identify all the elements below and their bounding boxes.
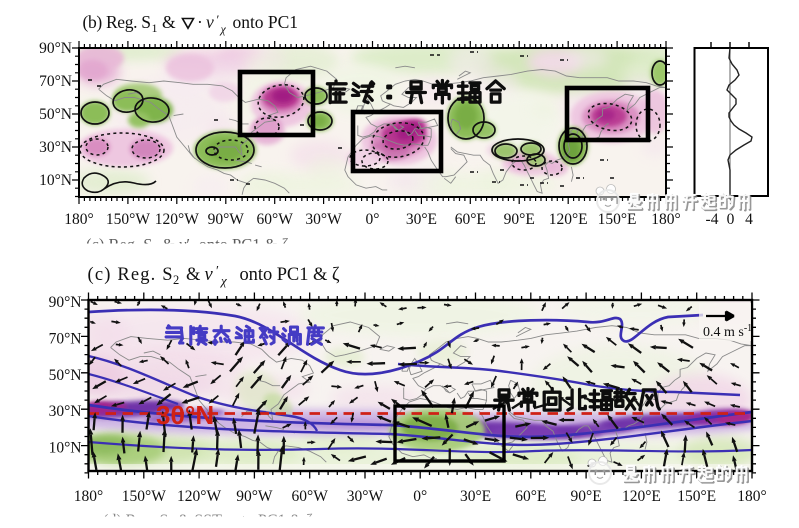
svg-text:90°N: 90°N [49,294,82,311]
svg-text:10°N: 10°N [39,172,72,189]
svg-text:onto PC1 & ζ: onto PC1 & ζ [240,265,340,285]
svg-text:120°W: 120°W [155,211,199,228]
svg-text:10°N: 10°N [49,440,82,457]
svg-text:0: 0 [727,211,735,228]
svg-text:v: v [205,265,214,285]
svg-text:120°E: 120°E [549,211,588,228]
svg-text:(d) Reg. S2 & SST onto PC1 & ζ: (d) Reg. S2 & SST onto PC1 & ζ [103,512,313,528]
svg-text:50°N: 50°N [39,106,72,123]
svg-text:150°E: 150°E [598,211,637,228]
svg-text:4: 4 [745,211,753,228]
svg-text:30°N: 30°N [39,139,72,156]
svg-text:180°: 180° [737,488,766,505]
svg-text:90°W: 90°W [208,211,245,228]
svg-text:30°E: 30°E [460,488,491,505]
svg-text:180°: 180° [64,211,93,228]
svg-text:0°: 0° [413,488,427,505]
svg-text:30°W: 30°W [305,211,342,228]
svg-text:onto PC1: onto PC1 [233,12,299,32]
svg-text:150°W: 150°W [122,488,166,505]
svg-text:1: 1 [152,21,158,35]
svg-text:&: & [186,265,201,285]
svg-text:60°E: 60°E [515,488,546,505]
svg-text:30°E: 30°E [406,211,437,228]
svg-text:70°N: 70°N [39,73,72,90]
svg-text:30°W: 30°W [347,488,384,505]
svg-text:50°N: 50°N [49,367,82,384]
svg-text:120°E: 120°E [622,488,661,505]
svg-text:180°: 180° [74,488,103,505]
svg-text:120°W: 120°W [177,488,221,505]
svg-text:90°E: 90°E [504,211,535,228]
svg-text:30°N: 30°N [49,403,82,420]
svg-text:180°: 180° [651,211,680,228]
svg-text:90°N: 90°N [39,40,72,57]
svg-text:150°W: 150°W [106,211,150,228]
svg-text:90°W: 90°W [236,488,273,505]
svg-text:2: 2 [173,273,179,287]
svg-text:′: ′ [216,263,219,278]
svg-text:0.4 m s-1: 0.4 m s-1 [703,323,752,340]
svg-text:60°W: 60°W [292,488,329,505]
svg-text:(c) Reg. S2 & v′χ onto PC1 & ζ: (c) Reg. S2 & v′χ onto PC1 & ζ [86,235,289,256]
svg-text:60°W: 60°W [257,211,294,228]
svg-text:90°E: 90°E [571,488,602,505]
svg-text:·: · [197,12,203,32]
svg-text:60°E: 60°E [455,211,486,228]
svg-text:70°N: 70°N [49,330,82,347]
svg-text:&: & [162,12,176,32]
svg-text:(c) Reg. S: (c) Reg. S [88,265,173,285]
svg-text:150°E: 150°E [677,488,716,505]
svg-text:v: v [206,12,214,32]
svg-text:-4: -4 [706,211,719,228]
svg-text:30°N: 30°N [156,400,214,430]
svg-text:χ: χ [219,273,227,288]
svg-text:χ: χ [220,22,227,36]
svg-text:0°: 0° [366,211,380,228]
svg-text:(b) Reg. S: (b) Reg. S [83,12,152,32]
svg-text:′: ′ [217,12,220,27]
